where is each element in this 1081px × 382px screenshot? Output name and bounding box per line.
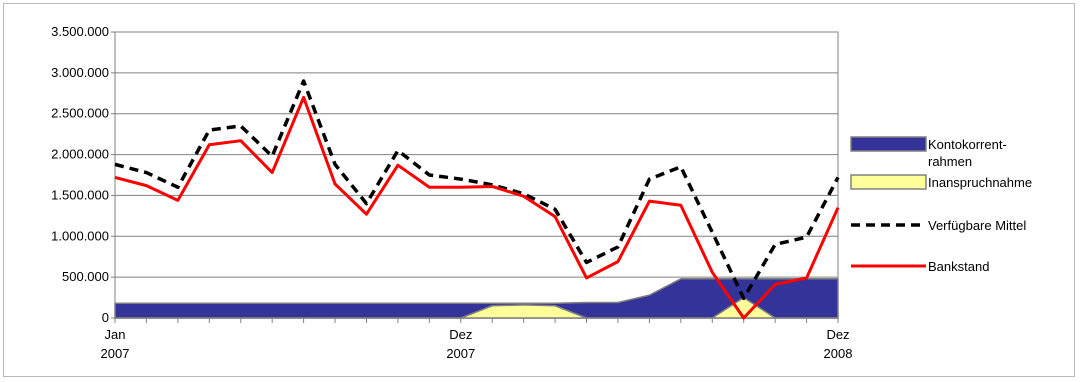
y-tick-label: 3.000.000 (51, 65, 109, 80)
chart-svg: 3.500.000 3.000.000 2.500.000 2.000.000 1.50… (51, 24, 1032, 361)
legend-swatch-kontokorrent-rahmen (850, 136, 927, 152)
series-line-verf-gbare-mittel (114, 79, 840, 301)
series-line-bankstand (114, 95, 840, 320)
x-tick-label-month: Dez (826, 327, 849, 342)
y-tick-label: 0 (102, 310, 109, 325)
area-kontokorrent-rahmen (114, 278, 839, 319)
y-tick-label: 1.500.000 (51, 187, 109, 202)
y-tick-label: 1.000.000 (51, 228, 109, 243)
x-tick-label-year: 2007 (446, 346, 475, 361)
y-tick-label: 3.500.000 (51, 24, 109, 39)
y-tick-label: 500.000 (62, 269, 109, 284)
legend-label-verf-gbare-mittel: Verfügbare Mittel (928, 218, 1026, 233)
x-tick-label-year: 2008 (824, 346, 853, 361)
legend-swatch-inanspruchnahme (850, 174, 927, 190)
legend-label-kontokorrent-rahmen: Kontokorrent- (928, 137, 1007, 152)
x-tick-label-month: Dez (449, 327, 472, 342)
legend-label-inanspruchnahme: Inanspruchnahme (928, 175, 1032, 190)
y-tick-label: 2.500.000 (51, 106, 109, 121)
x-tick-label-year: 2007 (101, 346, 130, 361)
plot-area (114, 31, 839, 319)
legend-label-kontokorrent-rahmen: rahmen (928, 154, 972, 169)
legend-label-bankstand: Bankstand (928, 259, 989, 274)
chart-frame: 3.500.000 3.000.000 2.500.000 2.000.000 1.50… (3, 3, 1075, 377)
y-tick-label: 2.000.000 (51, 147, 109, 162)
x-tick-label-month: Jan (105, 327, 126, 342)
